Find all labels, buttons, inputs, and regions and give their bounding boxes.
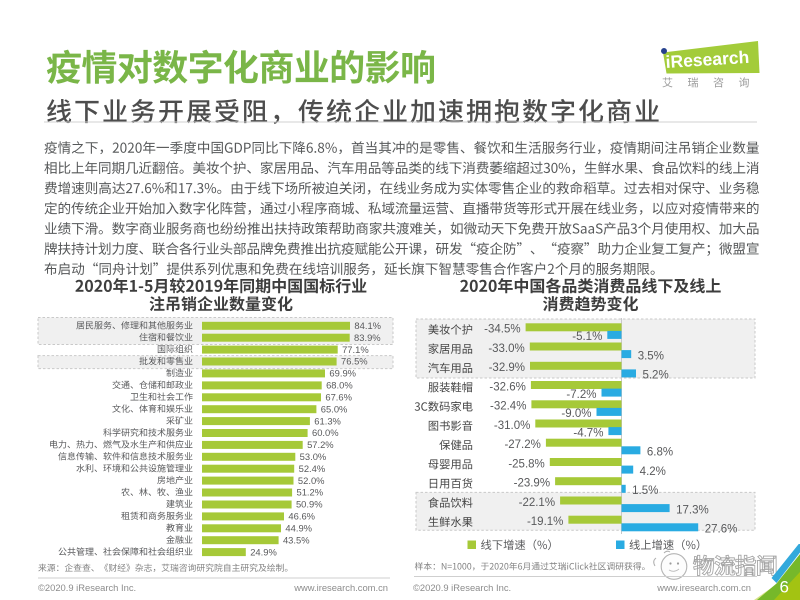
svg-text:-22.1%: -22.1% bbox=[519, 497, 555, 509]
svg-text:-25.8%: -25.8% bbox=[508, 458, 544, 470]
svg-text:4.2%: 4.2% bbox=[640, 466, 666, 478]
svg-text:www.iresearch.com.cn: www.iresearch.com.cn bbox=[656, 582, 751, 593]
svg-text:-19.1%: -19.1% bbox=[527, 516, 563, 528]
svg-text:-34.5%: -34.5% bbox=[484, 324, 520, 336]
svg-text:6.8%: 6.8% bbox=[647, 447, 673, 459]
svg-text:65.0%: 65.0% bbox=[321, 403, 348, 414]
svg-text:83.9%: 83.9% bbox=[354, 332, 381, 343]
svg-text:51.2%: 51.2% bbox=[297, 487, 324, 498]
svg-text:-5.1%: -5.1% bbox=[572, 331, 602, 343]
svg-text:-7.2%: -7.2% bbox=[566, 389, 596, 401]
svg-text:76.5%: 76.5% bbox=[341, 356, 368, 367]
svg-text:69.9%: 69.9% bbox=[329, 368, 356, 379]
svg-text:6: 6 bbox=[780, 578, 789, 597]
svg-text:52.0%: 52.0% bbox=[298, 475, 325, 486]
svg-text:77.1%: 77.1% bbox=[342, 344, 369, 355]
svg-text:67.6%: 67.6% bbox=[325, 391, 352, 402]
svg-text:-27.2%: -27.2% bbox=[504, 439, 540, 451]
svg-text:57.2%: 57.2% bbox=[307, 439, 334, 450]
svg-text:-23.9%: -23.9% bbox=[514, 478, 550, 490]
svg-text:-31.0%: -31.0% bbox=[494, 420, 530, 432]
svg-text:17.3%: 17.3% bbox=[676, 504, 709, 516]
svg-text:-32.6%: -32.6% bbox=[489, 381, 525, 393]
svg-text:3.5%: 3.5% bbox=[638, 350, 664, 362]
svg-text:©2020.9 iResearch Inc.: ©2020.9 iResearch Inc. bbox=[413, 582, 511, 593]
svg-text:-32.9%: -32.9% bbox=[489, 362, 525, 374]
svg-text:-32.4%: -32.4% bbox=[490, 401, 526, 413]
svg-text:52.4%: 52.4% bbox=[299, 463, 326, 474]
svg-text:46.6%: 46.6% bbox=[288, 511, 315, 522]
svg-text:24.9%: 24.9% bbox=[250, 546, 277, 557]
svg-text:www.iresearch.com.cn: www.iresearch.com.cn bbox=[293, 582, 388, 593]
svg-text:1.5%: 1.5% bbox=[632, 485, 658, 497]
svg-text:-33.0%: -33.0% bbox=[488, 343, 524, 355]
svg-text:27.6%: 27.6% bbox=[705, 524, 738, 536]
svg-text:44.9%: 44.9% bbox=[285, 522, 312, 533]
svg-text:-4.7%: -4.7% bbox=[573, 427, 603, 439]
svg-text:68.0%: 68.0% bbox=[326, 380, 353, 391]
svg-text:©2020.9 iResearch Inc.: ©2020.9 iResearch Inc. bbox=[38, 582, 136, 593]
svg-text:43.5%: 43.5% bbox=[283, 534, 310, 545]
svg-text:50.9%: 50.9% bbox=[296, 499, 323, 510]
svg-text:84.1%: 84.1% bbox=[354, 320, 381, 331]
svg-text:53.0%: 53.0% bbox=[300, 451, 327, 462]
svg-text:60.0%: 60.0% bbox=[312, 427, 339, 438]
svg-text:5.2%: 5.2% bbox=[642, 370, 668, 382]
svg-text:-9.0%: -9.0% bbox=[561, 408, 591, 420]
svg-text:61.3%: 61.3% bbox=[314, 415, 341, 426]
